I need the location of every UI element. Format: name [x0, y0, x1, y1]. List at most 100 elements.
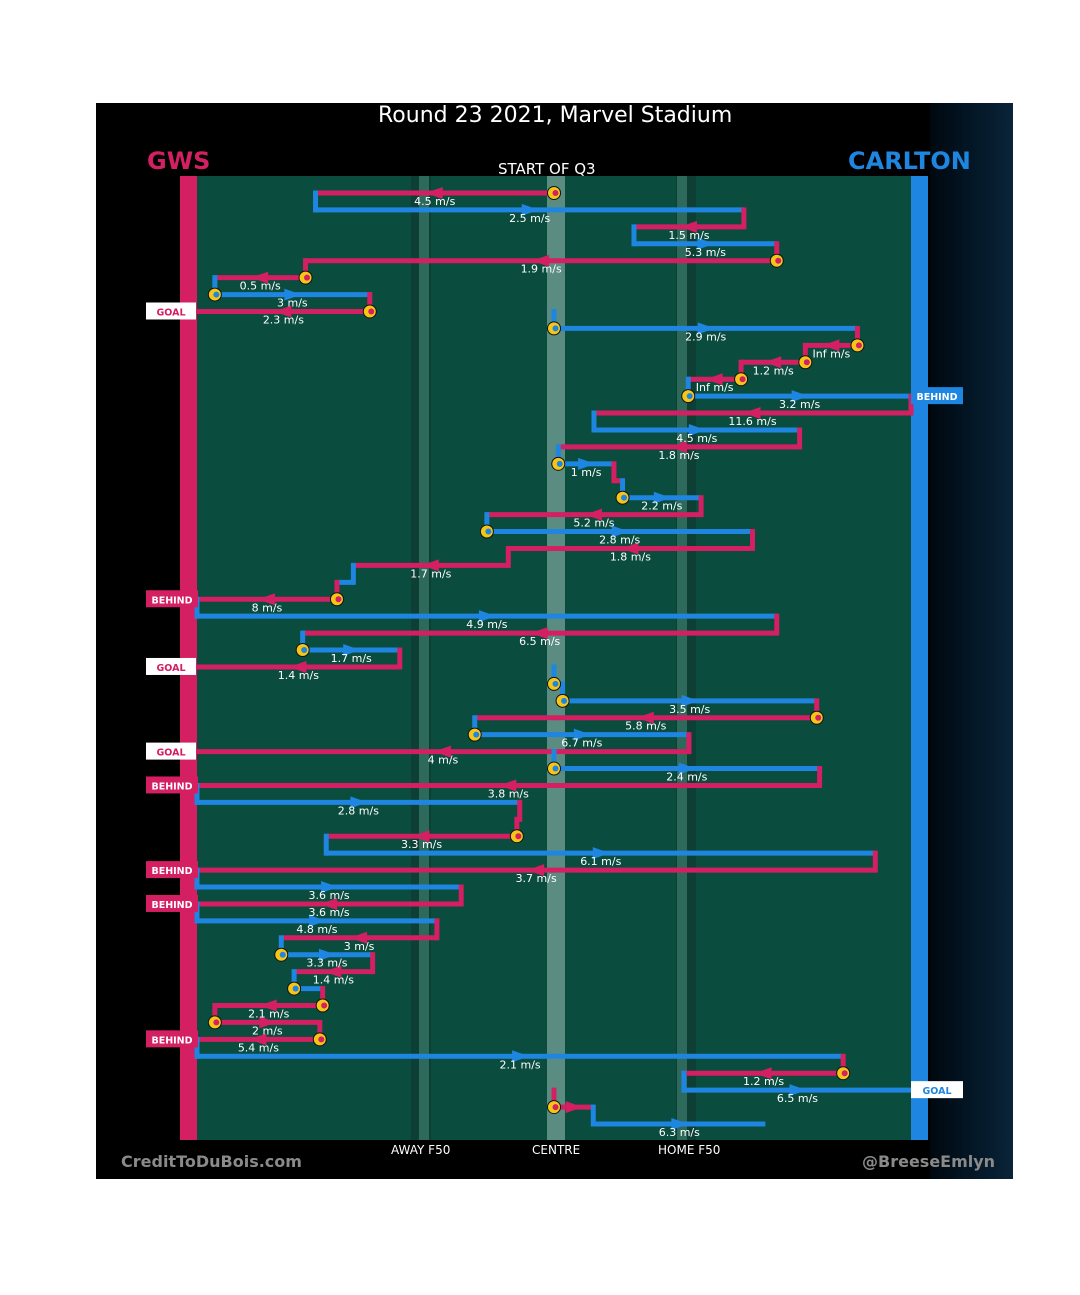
direction-arrow [697, 237, 715, 250]
speed-label: 5.4 m/s [238, 1041, 279, 1054]
speed-label: 2.2 m/s [641, 500, 682, 513]
stoppage-marker-dot [552, 190, 559, 196]
direction-arrow [697, 322, 715, 335]
speed-label: 2.8 m/s [338, 804, 379, 817]
outcome-badge [146, 590, 198, 608]
stoppage-marker-dot [485, 528, 492, 535]
direction-arrow [789, 1084, 807, 1097]
direction-arrow [611, 525, 629, 538]
right-gradient-panel [930, 103, 1013, 1179]
stoppage-marker-dot [621, 494, 628, 501]
direction-arrow [284, 288, 302, 301]
speed-label: 6.5 m/s [519, 635, 560, 648]
stoppage-marker-dot [318, 1036, 325, 1043]
speed-label: 3.8 m/s [488, 787, 529, 800]
speed-label: 0.5 m/s [240, 280, 281, 293]
direction-arrow [653, 491, 671, 504]
direction-arrow [636, 711, 654, 724]
page-title: Round 23 2021, Marvel Stadium [378, 103, 733, 128]
direction-arrow [512, 1050, 530, 1063]
credit-left: CreditToDuBois.com [121, 1152, 302, 1171]
stoppage-marker-dot [739, 376, 746, 383]
direction-arrow [621, 542, 639, 555]
stoppage-marker-dot [213, 291, 220, 298]
speed-label: 2.5 m/s [509, 212, 550, 225]
direction-arrow [249, 1033, 267, 1046]
direction-arrow [320, 897, 338, 910]
direction-arrow [350, 931, 368, 944]
direction-arrow [274, 305, 292, 318]
stoppage-marker-dot [552, 325, 559, 332]
speed-label: 1.8 m/s [610, 550, 651, 563]
direction-arrow [321, 881, 339, 894]
stoppage-marker-dot [552, 765, 559, 772]
speed-label: 2.4 m/s [666, 771, 707, 784]
speed-label: Inf m/s [696, 381, 734, 394]
direction-arrow [259, 1016, 277, 1029]
speed-label: 1.5 m/s [668, 229, 709, 242]
direction-arrow [578, 457, 596, 470]
direction-arrow [343, 644, 361, 657]
outcome-badge [146, 657, 196, 675]
speed-label: 1.9 m/s [521, 263, 562, 276]
outcome-label: GOAL [156, 307, 185, 318]
speed-label: 3.3 m/s [306, 957, 347, 970]
speed-label: 2.1 m/s [500, 1058, 541, 1071]
stoppage-marker-dot [803, 359, 810, 366]
stoppage-marker-dot [552, 680, 559, 687]
speed-label: 2.3 m/s [263, 313, 304, 326]
speed-label: 1.2 m/s [743, 1075, 784, 1088]
direction-arrow [764, 356, 782, 369]
direction-arrow [584, 508, 602, 521]
outcome-label: BEHIND [151, 1035, 192, 1046]
speed-label: 6.7 m/s [561, 737, 602, 750]
speed-label: 3.6 m/s [309, 889, 350, 902]
direction-arrow [688, 423, 706, 436]
away-f50-label: AWAY F50 [391, 1143, 451, 1157]
direction-arrow [259, 999, 277, 1012]
direction-arrow [791, 390, 809, 403]
direction-arrow [592, 847, 610, 860]
direction-arrow [754, 1067, 772, 1080]
direction-arrow [308, 914, 326, 927]
speed-label: 1.8 m/s [658, 449, 699, 462]
direction-arrow [671, 1118, 689, 1130]
direction-arrow [822, 339, 840, 352]
speed-label: 8 m/s [252, 601, 283, 614]
speed-label: 2 m/s [252, 1024, 283, 1037]
home-f50-line [677, 176, 687, 1140]
speed-label: 1.4 m/s [313, 974, 354, 987]
speed-label: 1.4 m/s [278, 669, 319, 682]
stoppage-marker-dot [292, 985, 299, 992]
outcome-badge [146, 776, 198, 794]
stoppage-marker-dot [335, 596, 342, 603]
outcome-label: GOAL [156, 663, 185, 674]
outcome-label: GOAL [922, 1086, 951, 1097]
direction-arrow [425, 187, 443, 199]
outcome-label: BEHIND [151, 900, 192, 911]
outcome-badge [146, 894, 198, 912]
stoppage-marker-dot [552, 1104, 559, 1111]
outcome-label: GOAL [156, 748, 185, 759]
home-f50-label: HOME F50 [658, 1143, 721, 1157]
direction-arrow [289, 660, 307, 673]
direction-arrow [530, 627, 548, 640]
direction-arrow [350, 796, 368, 809]
carlton-goal-bar [911, 176, 928, 1140]
direction-arrow [527, 864, 545, 877]
speed-label: 3.5 m/s [669, 703, 710, 716]
direction-arrow [257, 593, 275, 606]
stoppage-marker-dot [841, 1070, 848, 1077]
speed-label: 5.2 m/s [573, 517, 614, 530]
speed-label: 6.5 m/s [777, 1092, 818, 1105]
speed-label: 6.3 m/s [659, 1126, 700, 1139]
direction-arrow [499, 779, 517, 792]
outcome-badge [146, 1030, 198, 1048]
speed-label: 4.5 m/s [414, 195, 455, 208]
stoppage-marker-dot [775, 257, 782, 264]
speed-label: 4 m/s [428, 754, 459, 767]
speed-label: 4.9 m/s [466, 618, 507, 631]
speed-label: 2.1 m/s [248, 1008, 289, 1021]
stoppage-marker-dot [556, 460, 563, 467]
